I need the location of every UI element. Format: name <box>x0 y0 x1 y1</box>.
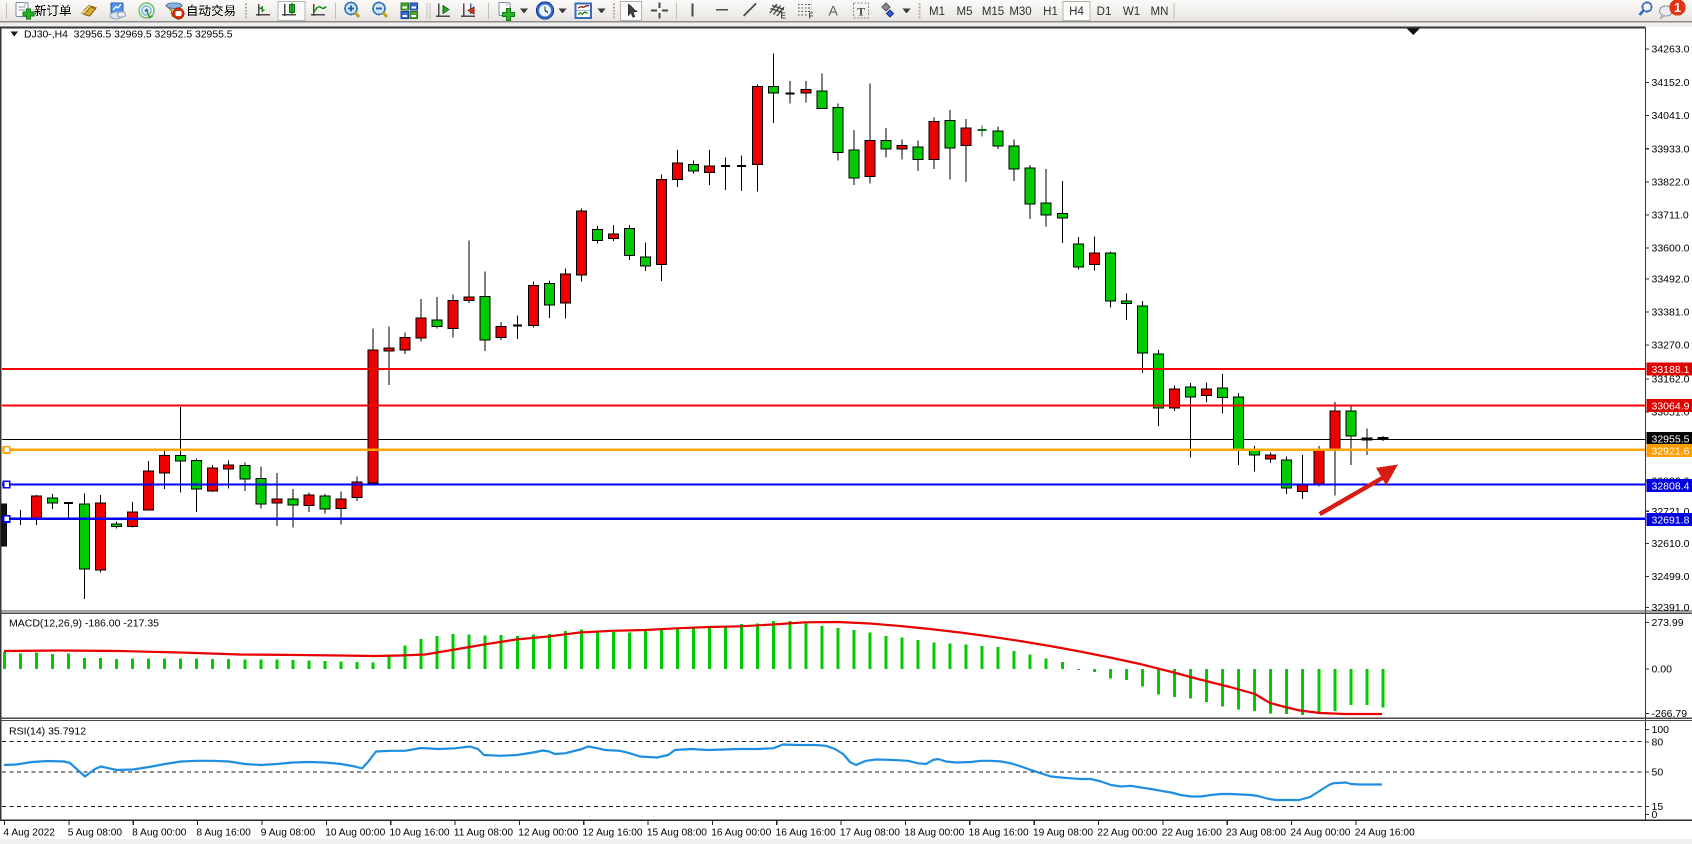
svg-text:32499.0: 32499.0 <box>1652 571 1690 583</box>
svg-text:MN: MN <box>1151 6 1169 18</box>
svg-text:15: 15 <box>1652 801 1664 813</box>
svg-text:RSI(14) 35.7912: RSI(14) 35.7912 <box>9 726 86 738</box>
svg-text:M5: M5 <box>957 6 973 18</box>
svg-text:-266.79: -266.79 <box>1652 708 1688 720</box>
svg-text:8 Aug 16:00: 8 Aug 16:00 <box>196 828 251 839</box>
svg-text:33822.0: 33822.0 <box>1652 176 1690 188</box>
svg-text:DJ30-,H4 32956.5 32969.5 3295: DJ30-,H4 32956.5 32969.5 32952.5 32955.5 <box>24 30 233 41</box>
svg-text:33711.0: 33711.0 <box>1652 210 1689 222</box>
svg-text:0.00: 0.00 <box>1652 664 1673 676</box>
svg-text:50: 50 <box>1652 767 1664 779</box>
svg-text:23 Aug 08:00: 23 Aug 08:00 <box>1226 828 1286 839</box>
svg-text:8 Aug 00:00: 8 Aug 00:00 <box>132 828 187 839</box>
svg-text:16 Aug 00:00: 16 Aug 00:00 <box>711 828 771 839</box>
svg-text:32921.6: 32921.6 <box>1652 445 1690 457</box>
svg-text:33064.9: 33064.9 <box>1652 400 1690 412</box>
svg-text:15 Aug 08:00: 15 Aug 08:00 <box>647 828 707 839</box>
svg-text:16 Aug 16:00: 16 Aug 16:00 <box>776 828 836 839</box>
svg-text:33270.0: 33270.0 <box>1652 340 1690 352</box>
svg-text:33492.0: 33492.0 <box>1652 274 1690 286</box>
svg-text:33381.0: 33381.0 <box>1652 307 1690 319</box>
svg-text:H1: H1 <box>1043 6 1058 18</box>
svg-text:MACD(12,26,9) -186.00 -217.35: MACD(12,26,9) -186.00 -217.35 <box>9 618 159 630</box>
svg-text:22 Aug 00:00: 22 Aug 00:00 <box>1097 828 1157 839</box>
svg-text:17 Aug 08:00: 17 Aug 08:00 <box>840 828 900 839</box>
svg-text:T: T <box>857 5 865 19</box>
svg-text:M1: M1 <box>929 6 945 18</box>
svg-text:4 Aug 2022: 4 Aug 2022 <box>3 828 55 839</box>
svg-text:19 Aug 08:00: 19 Aug 08:00 <box>1033 828 1093 839</box>
svg-text:34041.0: 34041.0 <box>1652 110 1690 122</box>
svg-text:10 Aug 16:00: 10 Aug 16:00 <box>390 828 450 839</box>
svg-text:18 Aug 16:00: 18 Aug 16:00 <box>969 828 1029 839</box>
svg-text:32808.4: 32808.4 <box>1652 480 1690 492</box>
svg-text:32610.0: 32610.0 <box>1652 538 1690 550</box>
svg-text:A: A <box>829 3 839 19</box>
svg-text:11 Aug 08:00: 11 Aug 08:00 <box>454 828 514 839</box>
svg-text:18 Aug 00:00: 18 Aug 00:00 <box>904 828 964 839</box>
svg-text:100: 100 <box>1652 724 1670 736</box>
svg-text:0: 0 <box>1652 809 1658 821</box>
svg-text:33188.1: 33188.1 <box>1652 364 1690 376</box>
svg-text:12 Aug 16:00: 12 Aug 16:00 <box>583 828 643 839</box>
svg-text:80: 80 <box>1652 737 1664 749</box>
svg-text:33933.0: 33933.0 <box>1652 143 1690 155</box>
svg-text:34263.0: 34263.0 <box>1652 44 1690 56</box>
svg-text:10 Aug 00:00: 10 Aug 00:00 <box>325 828 385 839</box>
svg-text:24 Aug 00:00: 24 Aug 00:00 <box>1290 828 1350 839</box>
svg-text:9 Aug 08:00: 9 Aug 08:00 <box>261 828 316 839</box>
svg-text:33162.0: 33162.0 <box>1652 374 1690 386</box>
svg-text:32391.0: 32391.0 <box>1652 602 1690 614</box>
svg-text:32691.8: 32691.8 <box>1652 514 1690 526</box>
svg-text:24 Aug 16:00: 24 Aug 16:00 <box>1355 828 1415 839</box>
svg-text:33600.0: 33600.0 <box>1652 243 1690 255</box>
svg-text:273.99: 273.99 <box>1652 617 1684 629</box>
svg-text:F: F <box>809 12 814 21</box>
svg-text:D1: D1 <box>1097 6 1112 18</box>
svg-text:34152.0: 34152.0 <box>1652 77 1690 89</box>
svg-text:32955.5: 32955.5 <box>1652 433 1690 445</box>
svg-text:12 Aug 00:00: 12 Aug 00:00 <box>518 828 578 839</box>
svg-text:22 Aug 16:00: 22 Aug 16:00 <box>1162 828 1222 839</box>
svg-text:H4: H4 <box>1069 6 1084 18</box>
svg-text:M30: M30 <box>1009 6 1031 18</box>
svg-text:W1: W1 <box>1123 6 1140 18</box>
svg-text:E: E <box>781 12 787 21</box>
svg-text:M15: M15 <box>982 6 1004 18</box>
svg-text:1: 1 <box>1674 0 1681 15</box>
svg-text:5 Aug 08:00: 5 Aug 08:00 <box>68 828 123 839</box>
